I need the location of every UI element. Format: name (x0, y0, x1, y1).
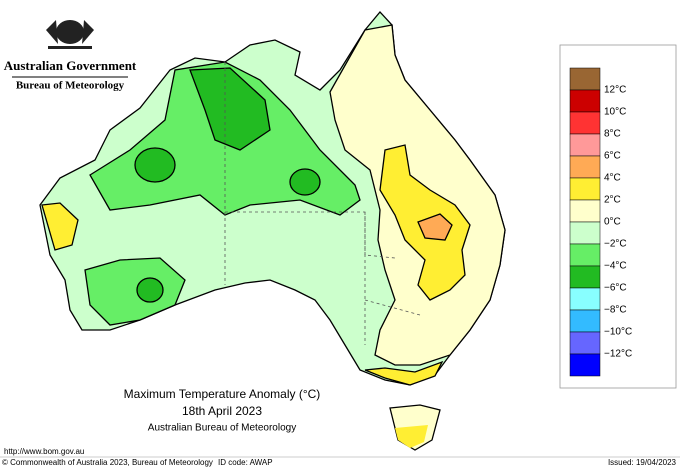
legend-swatch (569, 331, 601, 355)
gov-name: Australian Government (4, 58, 137, 73)
legend-swatch (569, 155, 601, 179)
hot-spot (417, 213, 453, 241)
legend-label: −6°C (604, 283, 627, 294)
crest (46, 20, 94, 49)
legend-swatch (569, 287, 601, 311)
footer-id: ID code: AWAP (218, 458, 273, 467)
legend: 12°C 10°C 8°C 6°C 4°C 2°C 0°C −2°C −4°C −6°C −8°C −… (559, 44, 677, 389)
legend-swatch (569, 243, 601, 267)
cold-core (189, 67, 271, 151)
legend-swatch (569, 221, 601, 245)
legend-swatch (569, 89, 601, 113)
map-source: Australian Bureau of Meteorology (148, 423, 296, 434)
legend-label: −12°C (604, 349, 632, 360)
legend-label: 8°C (604, 129, 621, 140)
legend-label: 6°C (604, 151, 621, 162)
footer-url: http://www.bom.gov.au (4, 447, 84, 456)
tasmania-warm (395, 425, 428, 448)
legend-swatch (569, 111, 601, 135)
legend-label: −8°C (604, 305, 627, 316)
south-coast (364, 360, 444, 386)
legend-label: 10°C (604, 107, 626, 118)
footer-issued: Issued: 19/04/2023 (608, 458, 677, 467)
legend-label: 2°C (604, 195, 621, 206)
map-title: Maximum Temperature Anomaly (°C) (124, 387, 321, 401)
cool-west (84, 257, 186, 326)
state-borders (224, 62, 421, 345)
legend-label: 4°C (604, 173, 621, 184)
legend-swatch (569, 67, 601, 91)
legend-swatch (569, 177, 601, 201)
legend-label: −4°C (604, 261, 627, 272)
footer-copyright: © Commonwealth of Australia 2023, Bureau… (2, 458, 213, 467)
cold-spot (134, 147, 176, 183)
legend-swatch (569, 353, 601, 377)
legend-label: −2°C (604, 239, 627, 250)
map-date: 18th April 2023 (182, 404, 262, 418)
swa-warm (41, 202, 79, 251)
legend-label: 0°C (604, 217, 621, 228)
australia-map (39, 11, 506, 451)
legend-swatch (569, 199, 601, 223)
legend-frame (559, 44, 677, 389)
cold-spot (136, 277, 164, 303)
cold-spot (289, 168, 321, 196)
legend-label: −10°C (604, 327, 632, 338)
legend-swatch (569, 265, 601, 289)
legend-swatch (569, 309, 601, 333)
agency-name: Bureau of Meteorology (16, 80, 125, 92)
legend-swatch (569, 133, 601, 157)
legend-label: 12°C (604, 85, 626, 96)
